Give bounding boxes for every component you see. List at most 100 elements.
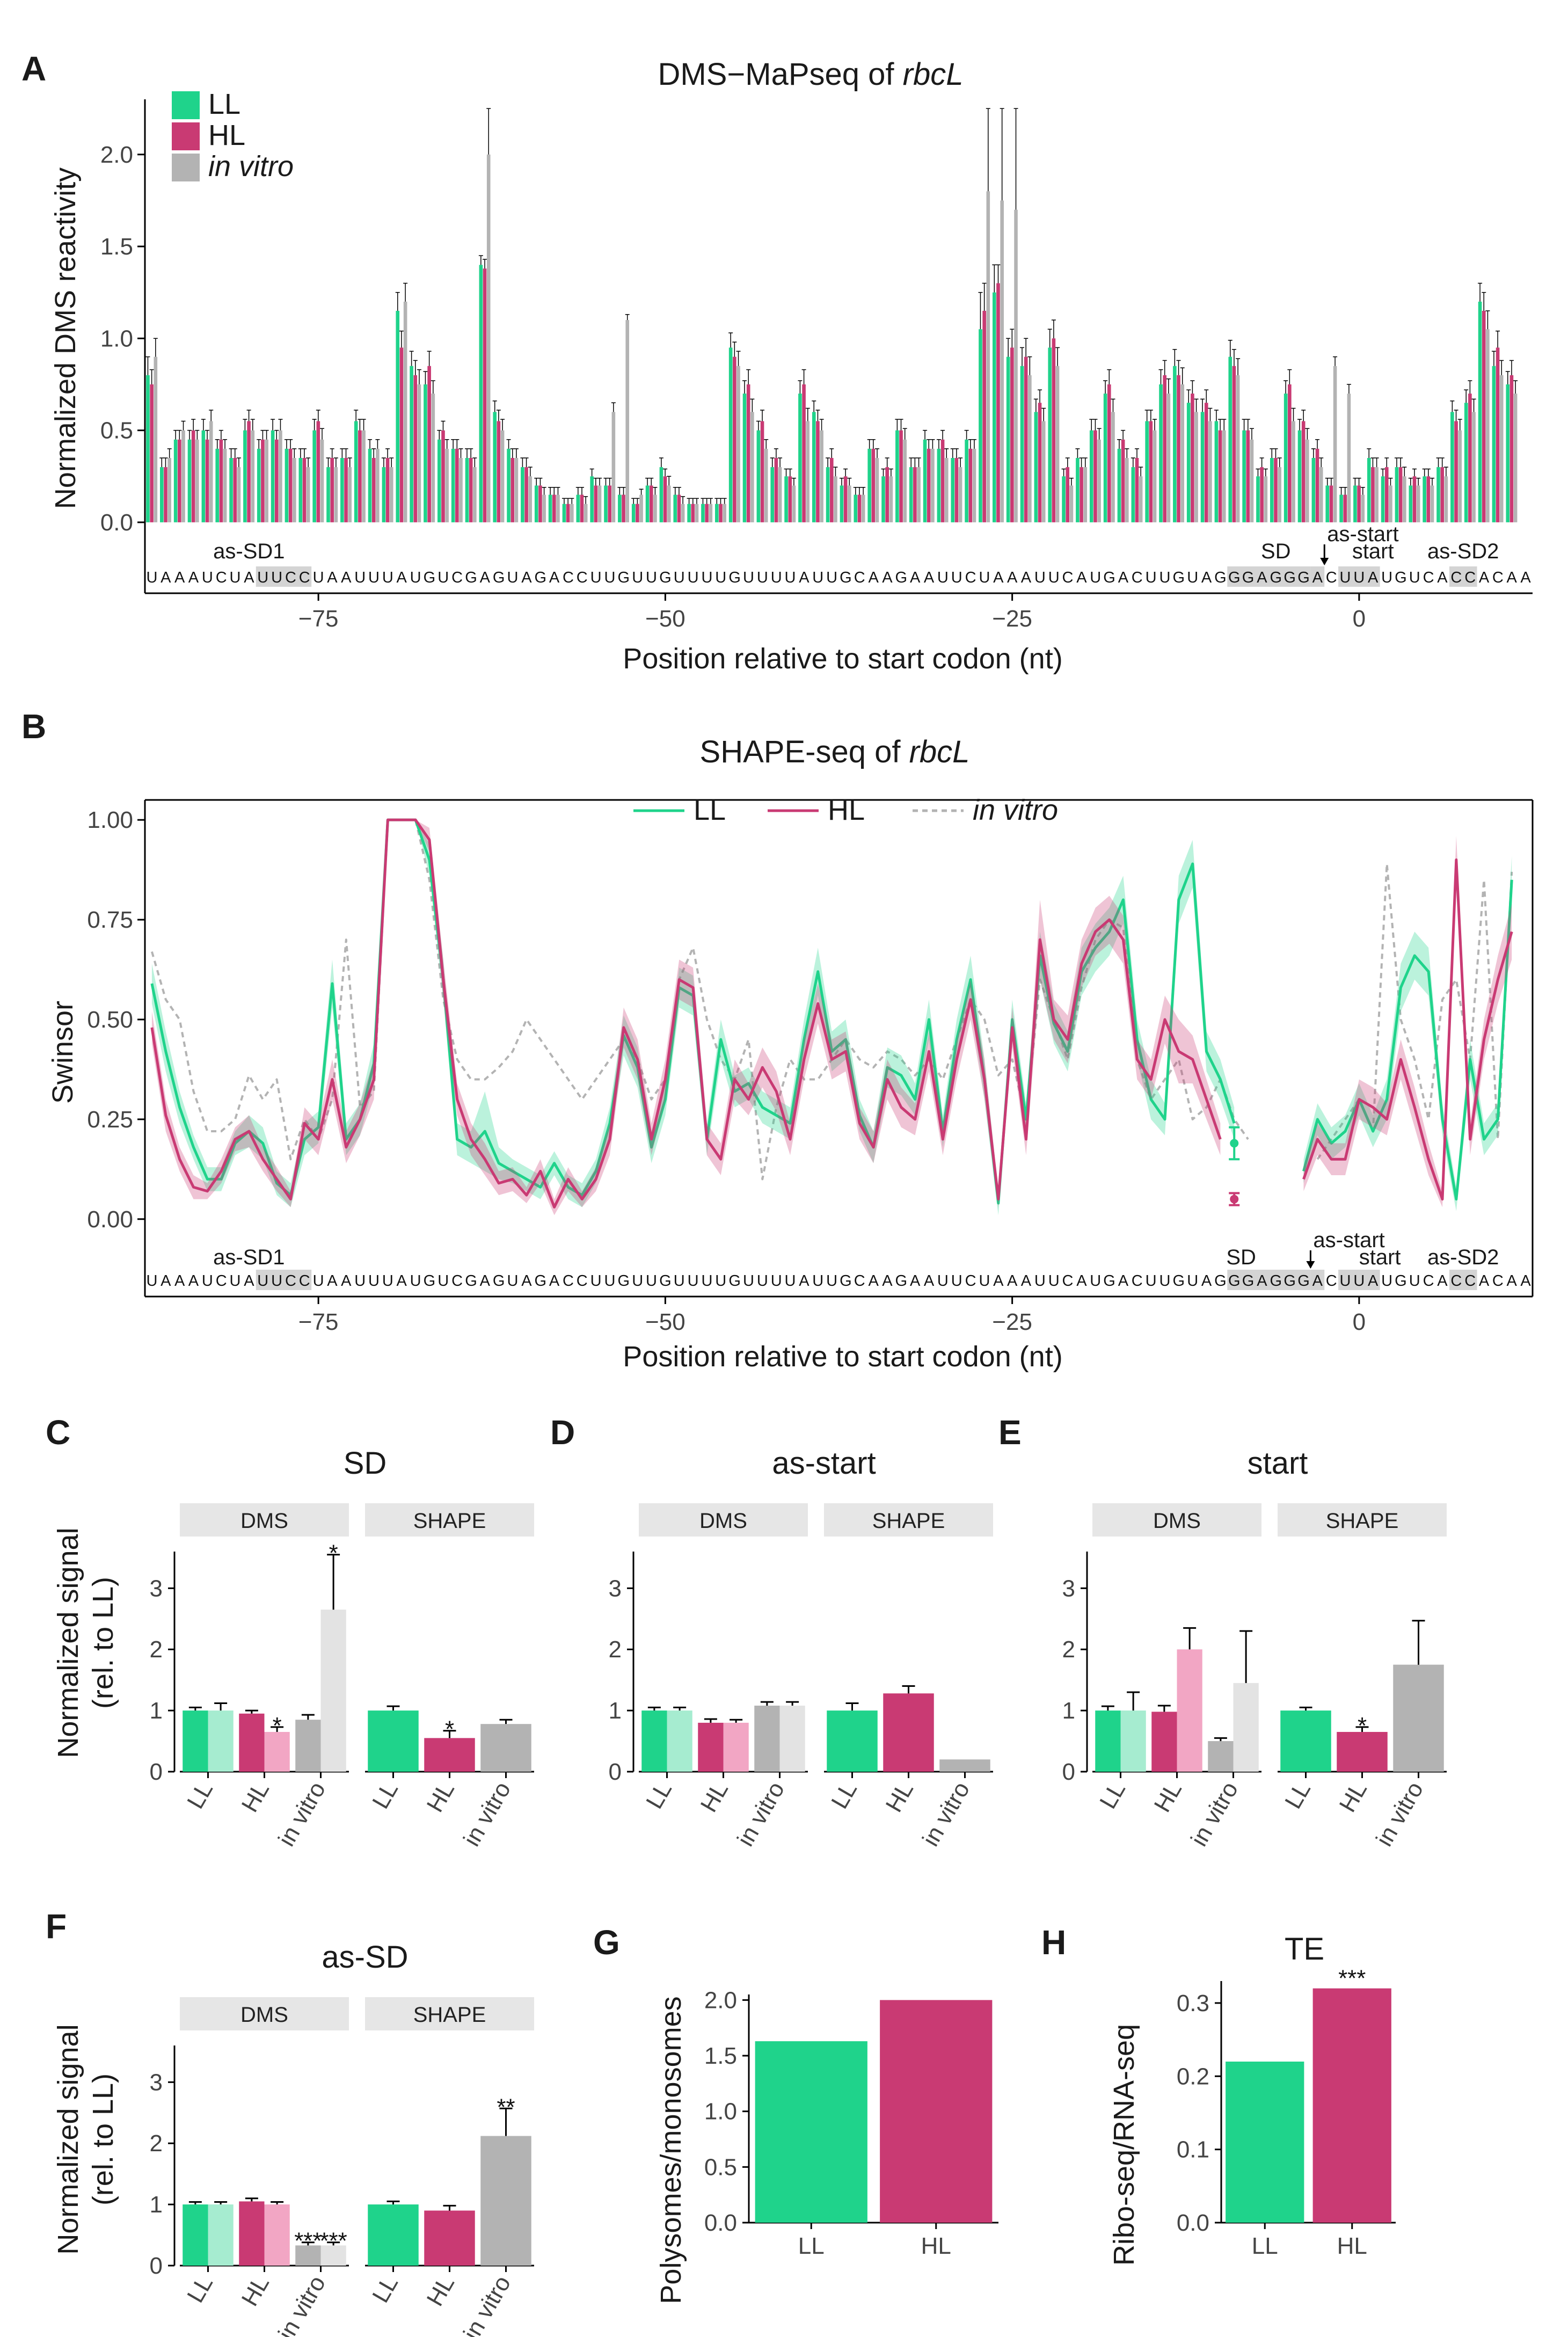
panel-a-bar-in-vitro (667, 485, 671, 522)
panel-a-annotation-label: as-SD1 (213, 540, 285, 563)
panel-a-legend-swatch (172, 154, 200, 181)
panel-d-x-tick-label: LL (641, 1778, 677, 1814)
panel-b-seq-letter: A (327, 1272, 338, 1290)
panel-a-bar-LL (326, 467, 330, 522)
panel-a-bar-LL (1478, 301, 1482, 522)
panel-a-bar-LL (1325, 485, 1330, 522)
panel-a-seq-letter: A (397, 569, 407, 586)
panel-b-seq-letter: U (701, 1272, 712, 1290)
panel-d-x-tick-label: HL (881, 1778, 919, 1817)
panel-a-seq-letter: A (910, 569, 921, 586)
panel-a-bar-in-vitro (1153, 430, 1157, 522)
panel-a-dms-chart: DMS−MaPseq of rbcL Normalized DMS reacti… (49, 57, 1533, 675)
panel-b-seq-letter: A (1007, 1272, 1018, 1290)
panel-a-bar-HL (1024, 356, 1028, 522)
panel-b-seq-letter: A (924, 1272, 935, 1290)
panel-b-seq-letter: G (1228, 1272, 1241, 1290)
panel-c-significance-star: * (329, 1540, 338, 1567)
panel-a-seq-highlight (256, 566, 312, 587)
panel-a-seq-letter: G (1297, 569, 1310, 586)
panel-a-bar-LL (173, 439, 178, 522)
panel-f-x-tick-label: in vitro (458, 2272, 516, 2337)
panel-a-bar-in-vitro (237, 467, 241, 522)
panel-b-ribbon-HL (151, 820, 1221, 1215)
panel-a-bar-HL (510, 457, 515, 522)
panel-c-significance-star: * (273, 1713, 282, 1739)
panel-a-bar-HL (1301, 421, 1306, 522)
panel-b-seq-letter: U (1353, 1272, 1365, 1290)
panel-b-seq-letter: A (244, 1272, 254, 1290)
panel-a-bar-HL (178, 439, 181, 522)
panel-c-y-tick-label: 0 (150, 1759, 163, 1785)
panel-a-bar-LL (424, 384, 427, 522)
panel-e-x-tick-label: in vitro (1186, 1778, 1243, 1851)
panel-a-bar-in-vitro (681, 504, 685, 522)
panel-f-y-label-2: (rel. to LL) (87, 2073, 119, 2205)
panel-d-bar (827, 1710, 878, 1772)
panel-b-point (1230, 1195, 1239, 1204)
panel-letter-e: E (998, 1413, 1022, 1452)
panel-a-bar-HL (594, 485, 598, 522)
panel-b-seq-letter: C (1132, 1272, 1143, 1290)
panel-a-y-tick-label: 0.0 (100, 509, 133, 536)
panel-b-seq-letter: C (1423, 1272, 1434, 1290)
panel-a-bar-LL (1297, 430, 1302, 522)
panel-c-x-tick-label: in vitro (273, 1778, 331, 1851)
panel-a-bar-LL (881, 476, 885, 522)
panel-b-y-tick-label: 0.25 (87, 1106, 133, 1133)
panel-f-strip-label: DMS (240, 2003, 288, 2027)
panel-a-bar-HL (191, 430, 195, 522)
panel-e-bar (1208, 1741, 1234, 1772)
panel-e-strip-bg (1092, 1503, 1261, 1537)
panel-a-seq-letter: U (1048, 569, 1060, 586)
panel-a-seq-letter: A (1437, 569, 1448, 586)
panel-a-seq-letter: G (1242, 569, 1255, 586)
panel-a-bar-HL (608, 485, 611, 522)
panel-c-y-label: Normalized signal (52, 1527, 84, 1758)
panel-b-seq-letter: A (480, 1272, 491, 1290)
panel-a-bar-in-vitro (1513, 394, 1518, 522)
panel-a-bar-LL (895, 430, 899, 522)
panel-g-y-tick-label: 2.0 (704, 1987, 737, 2013)
panel-b-seq-letter: C (854, 1272, 865, 1290)
panel-e-x-tick-label: LL (1280, 1778, 1316, 1814)
panel-a-bar-HL (1274, 457, 1278, 522)
panel-b-x-tick-label: −50 (645, 1309, 685, 1335)
panel-a-bar-in-vitro (1028, 375, 1032, 522)
panel-b-seq-letter: G (424, 1272, 436, 1290)
panel-e-x-tick-label: HL (1149, 1778, 1187, 1817)
panel-a-bar-LL (1006, 356, 1010, 522)
panel-a-legend-label: LL (208, 88, 240, 120)
panel-h-x-tick-label: HL (1337, 2233, 1367, 2259)
panel-a-bar-HL (1288, 384, 1292, 522)
panel-a-seq-letter: U (951, 569, 962, 586)
panel-a-bar-LL (631, 504, 636, 522)
panel-b-y-tick-label: 0.00 (87, 1206, 133, 1233)
panel-a-bar-LL (1381, 476, 1385, 522)
panel-c-strip-label: SHAPE (413, 1509, 486, 1533)
panel-h-y-tick-label: 0.3 (1177, 1990, 1209, 2016)
panel-a-bar-HL (330, 457, 334, 522)
panel-g-y-label: Polysomes/monosomes (655, 1996, 687, 2304)
panel-b-seq-letter: G (728, 1272, 741, 1290)
panel-a-bar-HL (427, 366, 431, 522)
panel-c-y-tick-label: 2 (150, 1636, 163, 1663)
panel-a-bar-HL (636, 504, 639, 522)
panel-a-seq-letter: G (659, 569, 672, 586)
panel-a-seq-letter: U (271, 569, 282, 586)
panel-a-bar-HL (913, 467, 917, 522)
panel-a-seq-letter: U (354, 569, 366, 586)
panel-a-bar-in-vitro (1041, 421, 1046, 522)
panel-a-seq-letter: C (563, 569, 574, 586)
panel-b-seq-letter: C (299, 1272, 310, 1290)
panel-a-bar-in-vitro (1166, 394, 1171, 522)
panel-b-ribbon-LL (1303, 856, 1512, 1211)
panel-g-y-tick-label: 1.5 (704, 2043, 737, 2069)
panel-g-polysome-chart: Polysomes/monosomes 0.0 0.5 1.0 1.5 2.0 LL HL (655, 1987, 998, 2304)
panel-g-y-tick-label: 0.5 (704, 2154, 737, 2180)
panel-a-bar-in-vitro (972, 448, 976, 522)
panel-d-strip-label: DMS (699, 1509, 747, 1533)
panel-b-line-vitro (151, 819, 1249, 1181)
panel-a-seq-letter: U (257, 569, 268, 586)
